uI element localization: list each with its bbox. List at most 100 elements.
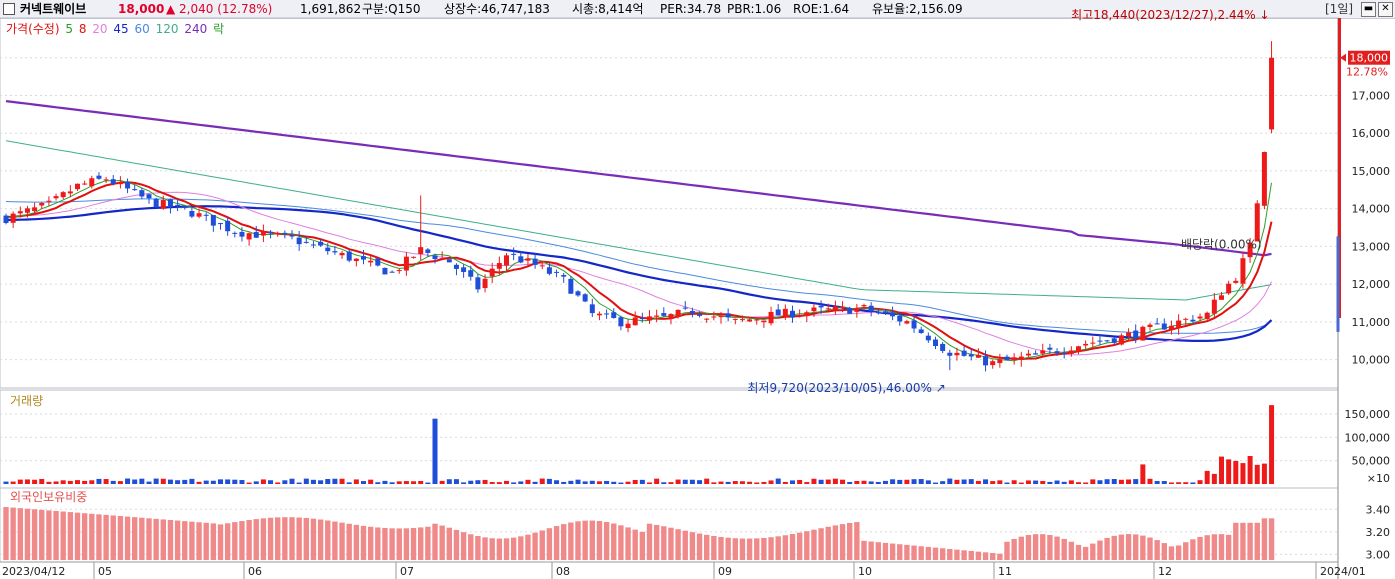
candle-body [725, 313, 731, 318]
candle-body [260, 231, 266, 236]
per-value: PER:34.78 [660, 2, 722, 16]
foreign-bar [496, 538, 503, 560]
volume-bar [675, 479, 681, 484]
volume-bar [125, 478, 131, 484]
candle-body [146, 194, 152, 199]
foreign-bar [1140, 535, 1146, 560]
volume-bar [604, 480, 610, 484]
foreign-bar [568, 522, 574, 560]
foreign-bar [453, 529, 460, 560]
foreign-bar [832, 525, 839, 560]
candle-body [303, 241, 309, 243]
annotations: 최고18,440(2023/12/27),2.44% ↓ 최저9,720(2023… [747, 8, 1390, 395]
foreign-bar [146, 518, 152, 560]
candle-body [704, 318, 710, 320]
candle-body [596, 313, 602, 316]
foreign-bar [518, 536, 524, 560]
legend-ma60: 60 [134, 22, 150, 36]
candle-body [1133, 330, 1139, 338]
foreign-tick-label: 3.00 [1366, 548, 1391, 561]
pbr-value: PBR:1.06 [727, 2, 782, 16]
candle-body [1018, 356, 1024, 361]
candle-body [432, 255, 438, 260]
candle-body [232, 232, 238, 234]
foreign-bar [1011, 538, 1017, 560]
candle-body [389, 271, 395, 273]
volume-bar [1247, 456, 1253, 484]
candle-body [1233, 280, 1239, 283]
candle-body [961, 350, 967, 356]
foreign-bar [682, 530, 688, 560]
foreign-bar [1075, 544, 1082, 560]
minimize-button[interactable]: ▬ [1361, 2, 1376, 17]
volume-bar [167, 479, 173, 484]
legend-ma120: 120 [155, 22, 179, 36]
foreign-tick-label: 3.40 [1366, 503, 1391, 516]
foreign-bar [1190, 539, 1196, 560]
volume-bar [110, 480, 116, 484]
candle-body [461, 267, 467, 272]
volume-bar [17, 479, 23, 484]
candle-body [110, 179, 116, 184]
foreign-bar [239, 521, 245, 560]
candle-body [1090, 342, 1096, 344]
foreign-bar [675, 529, 681, 560]
candle-body [1168, 325, 1174, 330]
ma120-line [5, 140, 1272, 301]
price-tick-label: 10,000 [1352, 354, 1391, 367]
candle-body [1047, 347, 1053, 350]
stock-name: 커넥트웨이브 [20, 2, 87, 16]
candle-body [368, 260, 374, 263]
current-price: 18,000 [118, 2, 165, 16]
volume-bar [1011, 480, 1017, 484]
candle-body [925, 335, 931, 341]
volume-bar [353, 479, 359, 484]
foreign-bar [611, 523, 617, 560]
ma20-line [5, 191, 1272, 356]
volume-bar [325, 478, 331, 484]
foreign-bar [89, 513, 95, 560]
candle-body [732, 318, 738, 320]
candlesticks [3, 41, 1275, 372]
candle-body [632, 317, 638, 326]
volume-bar [697, 480, 703, 484]
volume-bar [253, 481, 259, 484]
volume-bar [296, 482, 302, 484]
volume-bar [861, 480, 867, 484]
candle-body [1211, 299, 1217, 314]
foreign-bar [67, 512, 74, 560]
volume-bar [475, 480, 481, 484]
foreign-bar [375, 527, 381, 560]
volume-bar [904, 479, 910, 484]
volume-bar [89, 480, 95, 484]
candle-body [325, 247, 331, 252]
foreign-bar [1254, 522, 1260, 560]
candle-body [1161, 323, 1167, 330]
foreign-bar [1040, 534, 1046, 560]
current-price-label: 18,000 [1350, 52, 1389, 65]
candle-body [353, 258, 359, 262]
foreign-bar [396, 528, 402, 560]
volume-bar [189, 478, 195, 484]
volume-bar [847, 481, 853, 484]
period-selector[interactable]: [1일] [1325, 2, 1354, 16]
volume-bar [318, 480, 324, 484]
foreign-bar [489, 538, 495, 560]
close-button[interactable]: ✕ [1378, 2, 1393, 17]
foreign-bar [854, 522, 860, 560]
volume-bar [546, 478, 552, 484]
foreign-bar [418, 527, 424, 560]
candle-body [132, 189, 138, 191]
volume-bar [518, 481, 524, 484]
foreign-bar [711, 535, 717, 560]
x-tick-label: 12 [1158, 565, 1172, 578]
foreign-bar [761, 537, 767, 560]
volume-bar [739, 481, 745, 484]
volume-bar [446, 479, 452, 484]
checkbox-icon[interactable] [3, 3, 15, 15]
foreign-bar [847, 522, 853, 560]
volume-bar [1104, 479, 1110, 484]
candle-body [797, 314, 803, 316]
volume-bar [10, 481, 16, 484]
volume-bar [997, 480, 1003, 484]
